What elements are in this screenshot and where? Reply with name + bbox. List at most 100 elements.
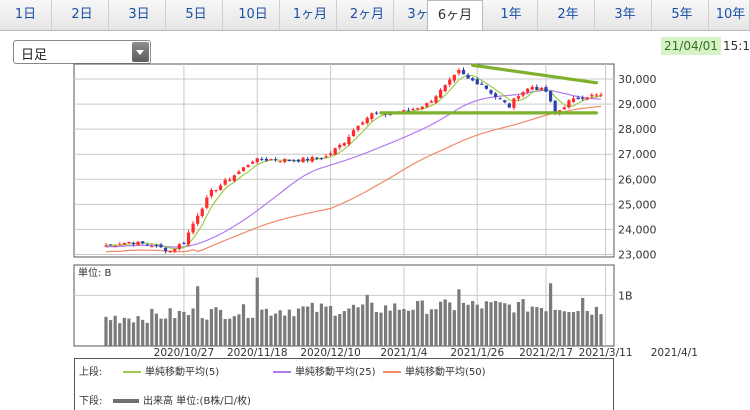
candle-93 xyxy=(530,86,534,90)
candle-44 xyxy=(306,158,310,161)
volume-bar-69 xyxy=(420,300,424,346)
volume-bar-90 xyxy=(516,301,521,346)
candle-17 xyxy=(182,242,186,244)
volume-bar-73 xyxy=(438,301,443,346)
candle-5 xyxy=(127,241,131,243)
candle-59 xyxy=(374,112,379,114)
candle-52 xyxy=(342,143,346,146)
candle-55 xyxy=(356,125,360,130)
y-tick-label-4: 26,000 xyxy=(618,173,657,186)
candle-95 xyxy=(539,87,544,90)
tab-11[interactable]: 3年 xyxy=(599,0,652,30)
tab-12[interactable]: 5年 xyxy=(656,0,709,30)
volume-bar-60 xyxy=(379,312,383,346)
candle-43 xyxy=(301,157,305,163)
candle-19 xyxy=(191,223,195,233)
volume-bar-37 xyxy=(273,313,278,346)
candle-51 xyxy=(338,144,342,148)
candle-70 xyxy=(425,103,429,107)
volume-bar-83 xyxy=(484,301,489,346)
tab-9[interactable]: 1年 xyxy=(485,0,538,30)
candle-91 xyxy=(521,92,525,96)
volume-bar-11 xyxy=(154,313,159,346)
candle-27 xyxy=(228,179,232,181)
candle-2 xyxy=(113,245,117,247)
volume-bar-21 xyxy=(200,318,204,346)
tab-4[interactable]: 10日 xyxy=(227,0,280,30)
trend-line-upper xyxy=(471,63,599,85)
candle-10 xyxy=(150,245,154,247)
chevron-down-icon[interactable] xyxy=(132,42,149,62)
volume-bar-85 xyxy=(493,301,498,346)
period-tabs: 1日 2日 3日 5日 10日 1ヶ月 2ヶ月 3ヶ月 6ヶ月 1年 2年 3年 5年 10年 xyxy=(0,0,750,31)
tab-1[interactable]: 2日 xyxy=(56,0,109,30)
volume-bar-25 xyxy=(218,310,223,346)
candle-0 xyxy=(104,245,108,247)
volume-bar-63 xyxy=(393,303,397,346)
tab-6[interactable]: 2ヶ月 xyxy=(341,0,394,30)
candle-46 xyxy=(315,157,319,159)
legend-upper-label: 上段: xyxy=(79,367,103,378)
volume-bar-67 xyxy=(411,309,415,346)
candle-108 xyxy=(599,94,603,96)
volume-bar-68 xyxy=(416,301,420,346)
candle-81 xyxy=(475,79,479,85)
legend-ma50: 単純移動平均(50) xyxy=(383,363,486,378)
latest-time: 15:15 xyxy=(723,39,750,53)
volume-bar-53 xyxy=(347,308,351,346)
candle-53 xyxy=(347,136,351,145)
candle-105 xyxy=(585,97,589,100)
x-tick-label-1: 2020/11/18 xyxy=(227,347,288,359)
x-tick-label-6: 2021/3/11 xyxy=(579,347,633,359)
volume-bar-23 xyxy=(209,309,214,346)
volume-bar-97 xyxy=(548,283,553,346)
tab-0[interactable]: 1日 xyxy=(0,0,52,30)
candle-78 xyxy=(461,69,466,75)
volume-bar-55 xyxy=(356,307,360,346)
volume-bar-50 xyxy=(333,315,337,346)
volume-bar-106 xyxy=(590,314,594,346)
volume-bar-65 xyxy=(402,308,406,346)
candle-107 xyxy=(594,94,599,96)
candle-7 xyxy=(136,241,140,246)
volume-bar-99 xyxy=(558,310,562,346)
candle-18 xyxy=(186,232,191,245)
ma5-swatch xyxy=(123,371,141,373)
y-tick-label-6: 24,000 xyxy=(618,223,657,236)
volume-bar-96 xyxy=(544,311,548,346)
tab-8[interactable]: 6ヶ月 xyxy=(427,0,483,30)
volume-bar-49 xyxy=(328,305,333,346)
volume-bar-27 xyxy=(228,318,232,346)
volume-bar-58 xyxy=(370,302,374,346)
volume-bar-102 xyxy=(571,312,576,346)
volume-bar-3 xyxy=(118,323,122,346)
legend: 上段: 単純移動平均(5) 単純移動平均(25) 単純移動平均(50) 下段: … xyxy=(74,358,614,410)
volume-bar-89 xyxy=(512,312,516,346)
volume-bar-76 xyxy=(452,310,456,346)
candle-94 xyxy=(535,86,539,90)
vol-y-tick-label: 1B xyxy=(618,289,633,302)
candle-75 xyxy=(448,79,452,85)
candle-40 xyxy=(287,159,291,162)
tab-2[interactable]: 3日 xyxy=(113,0,166,30)
candle-103 xyxy=(576,97,580,100)
volume-bar-71 xyxy=(429,309,434,346)
volume-bar-5 xyxy=(127,318,131,346)
volume-bar-19 xyxy=(191,308,195,346)
candle-79 xyxy=(466,74,470,79)
tab-10[interactable]: 2年 xyxy=(542,0,595,30)
candle-3 xyxy=(118,244,122,246)
y-tick-label-2: 28,000 xyxy=(618,123,657,136)
candle-83 xyxy=(484,85,489,89)
tab-5[interactable]: 1ヶ月 xyxy=(284,0,337,30)
volume-bar-18 xyxy=(186,315,191,346)
x-tick-label-4: 2021/1/26 xyxy=(450,347,504,359)
volume-bar-100 xyxy=(562,311,566,346)
volume-bar-86 xyxy=(498,302,502,346)
candle-89 xyxy=(512,98,516,108)
candle-30 xyxy=(241,167,246,172)
x-tick-label-5: 2021/2/17 xyxy=(519,347,573,359)
volume-bar-80 xyxy=(471,301,475,346)
tab-3[interactable]: 5日 xyxy=(170,0,223,30)
